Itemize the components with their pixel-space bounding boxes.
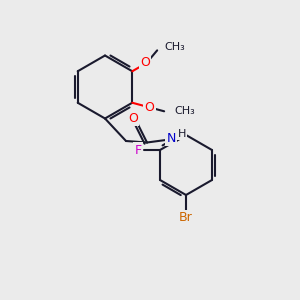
Text: H: H: [178, 129, 186, 139]
Text: O: O: [140, 56, 150, 70]
Text: CH₃: CH₃: [175, 106, 195, 116]
Text: Br: Br: [179, 211, 193, 224]
Text: F: F: [135, 143, 142, 157]
Text: O: O: [128, 112, 138, 125]
Text: CH₃: CH₃: [165, 42, 185, 52]
Text: O: O: [145, 101, 154, 114]
Text: N: N: [166, 131, 176, 145]
